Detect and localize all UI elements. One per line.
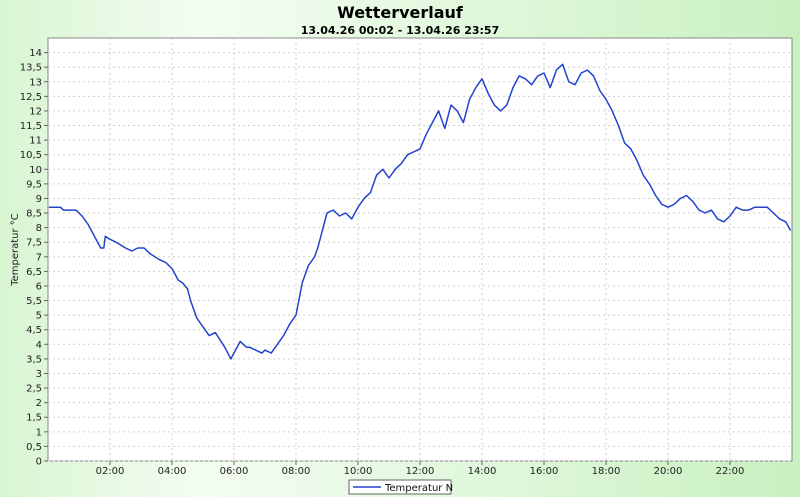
y-tick-label: 14 [29,48,42,59]
y-tick-label: 9 [36,194,42,205]
y-tick-label: 3 [36,369,42,380]
y-tick-label: 11 [29,136,42,147]
y-tick-label: 2 [36,398,42,409]
y-tick-label: 2,5 [26,384,42,395]
y-tick-label: 12,5 [20,92,42,103]
x-tick-label: 06:00 [220,466,249,477]
y-tick-label: 4 [36,340,42,351]
x-tick-label: 16:00 [530,466,559,477]
y-axis: 00,511,522,533,544,555,566,577,588,599,5… [20,48,48,468]
legend-box [348,479,452,495]
series-line-temperatur-n [48,63,792,360]
y-tick-label: 7,5 [26,238,42,249]
series-layer [48,63,792,360]
y-tick-label: 9,5 [26,179,42,190]
y-tick-label: 6,5 [26,267,42,278]
y-tick-label: 6 [36,281,42,292]
legend: Temperatur N [348,479,453,495]
y-tick-label: 0 [36,457,42,468]
y-tick-label: 7 [36,252,42,263]
x-tick-label: 20:00 [654,466,683,477]
legend-label: Temperatur N [384,483,453,494]
x-axis: 02:00 04:00 06:00 08:00 10:00 12:00 14:00 16:00… [96,461,745,477]
grid-lines [48,38,792,462]
y-tick-label: 0,5 [26,442,42,453]
y-tick-label: 10,5 [20,150,42,161]
y-tick-label: 5,5 [26,296,42,307]
y-tick-label: 1,5 [26,413,42,424]
x-tick-label: 22:00 [716,466,745,477]
y-tick-label: 11,5 [20,121,42,132]
y-tick-label: 10 [29,165,42,176]
y-tick-label: 8 [36,223,42,234]
y-tick-label: 8,5 [26,209,42,220]
x-tick-label: 04:00 [158,466,187,477]
y-tick-label: 3,5 [26,354,42,365]
x-tick-label: 18:00 [592,466,621,477]
y-axis-label: Temperatur °C [10,213,21,287]
chart-title: Wetterverlauf [337,3,464,22]
y-tick-label: 4,5 [26,325,42,336]
x-tick-label: 02:00 [96,466,125,477]
x-tick-label: 14:00 [468,466,497,477]
y-tick-label: 1 [36,427,42,438]
chart-subtitle: 13.04.26 00:02 - 13.04.26 23:57 [301,24,499,37]
y-tick-label: 5 [36,311,42,322]
x-tick-label: 08:00 [282,466,311,477]
y-tick-label: 13 [29,77,42,88]
x-tick-label: 12:00 [406,466,435,477]
x-tick-label: 10:00 [344,466,373,477]
y-tick-label: 12 [29,106,42,117]
y-tick-label: 13,5 [20,63,42,74]
